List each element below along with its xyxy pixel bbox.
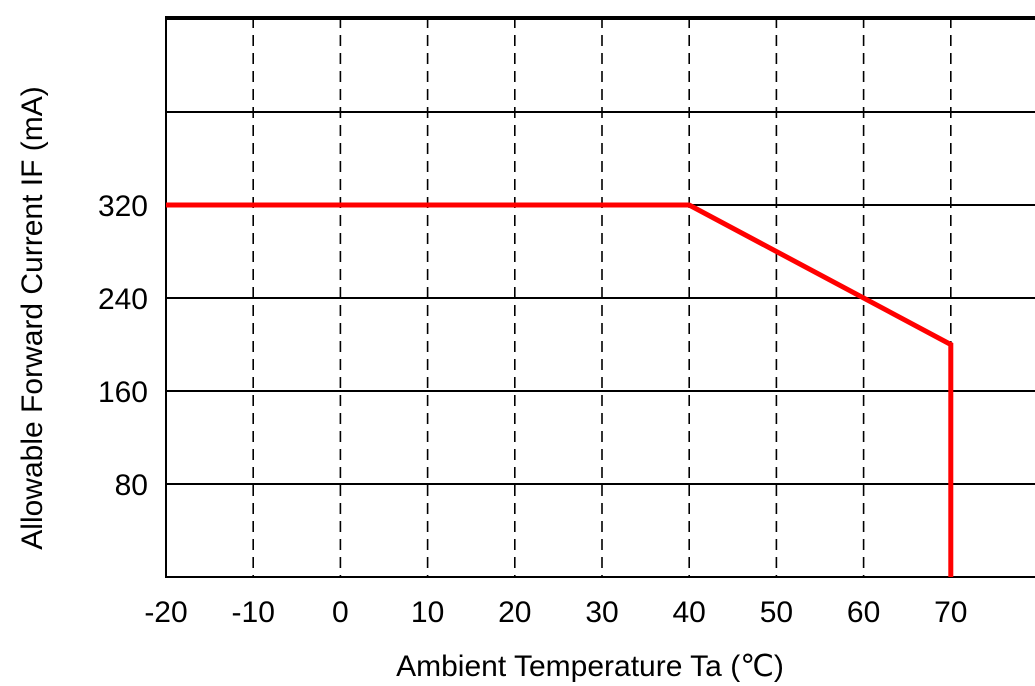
x-tick-label: 40 [673,596,706,629]
x-tick-label: 30 [585,596,618,629]
x-tick-label: 70 [934,596,967,629]
plot-frame [165,16,1035,578]
grid [166,17,1035,577]
x-axis-ticks: -20 -10 0 10 20 30 40 50 60 70 [144,596,967,629]
y-axis-title: Allowable Forward Current IF (mA) [16,86,49,549]
y-tick-label: 240 [98,283,148,316]
x-tick-label: 10 [411,596,444,629]
y-tick-label: 160 [98,376,148,409]
series-line [166,202,954,577]
x-tick-label: -10 [232,596,275,629]
y-tick-label: 320 [98,190,148,223]
x-tick-label: 20 [498,596,531,629]
x-tick-label: 50 [760,596,793,629]
x-tick-label: 60 [847,596,880,629]
x-tick-label: 0 [332,596,349,629]
y-tick-label: 80 [115,469,148,502]
x-tick-label: -20 [144,596,187,629]
y-axis-ticks: 80 160 240 320 [98,190,148,502]
series-layer [166,202,954,577]
x-axis-title: Ambient Temperature Ta (℃) [396,650,784,683]
